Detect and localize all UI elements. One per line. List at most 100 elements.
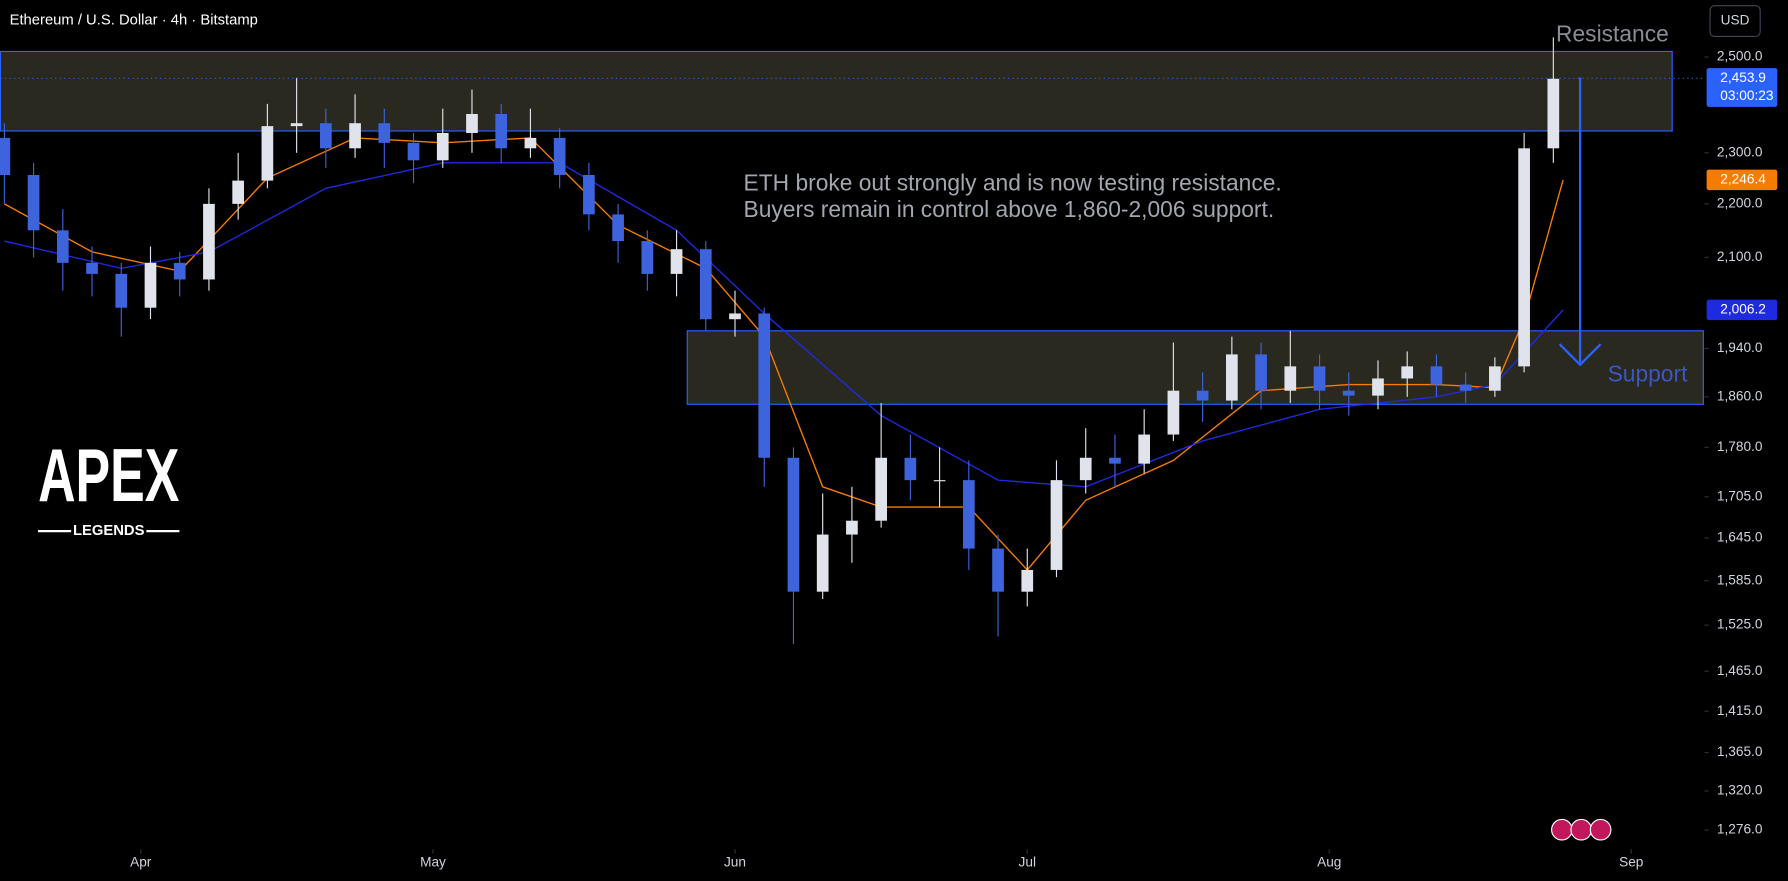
candle-body (466, 113, 478, 133)
y-tick-label: 1,415.0 (1717, 703, 1763, 718)
candle-body (524, 137, 537, 149)
y-tick-label: 2,500.0 (1717, 49, 1763, 64)
candle-body (904, 457, 917, 481)
price-label-box (1706, 68, 1778, 107)
annotation-line: Buyers remain in control above 1,860-2,0… (744, 196, 1275, 222)
candle-body (203, 203, 215, 280)
axes: 2,500.0 2,300.0 2,200.0 2,100.0 1,940.0 1,860… (0, 49, 1778, 869)
x-tick-label: Sep (1619, 854, 1644, 869)
candle-body (1401, 366, 1414, 379)
y-tick-label: 1,705.0 (1717, 488, 1763, 503)
candle-body (261, 126, 274, 181)
y-tick-label: 1,780.0 (1717, 439, 1763, 454)
candle-body (1226, 354, 1238, 401)
logo-top: APEX (38, 433, 179, 517)
candles (0, 37, 1560, 645)
candle-body (962, 480, 975, 549)
price-label: 2,453.9 (1720, 70, 1766, 85)
zone-label: Resistance (1556, 21, 1669, 47)
candle-body (729, 313, 741, 320)
candle-body (1489, 366, 1501, 391)
zones: Resistance Support (0, 21, 1704, 405)
candle-body (1021, 569, 1034, 592)
y-tick-label: 1,940.0 (1717, 340, 1763, 355)
candle-body (670, 249, 683, 274)
price-label-box (1706, 169, 1778, 191)
candle-body (1547, 78, 1560, 149)
y-tick-label: 2,300.0 (1717, 144, 1763, 159)
candle-body (173, 262, 186, 280)
candle-body (115, 273, 128, 308)
y-tick-label: 1,320.0 (1717, 783, 1763, 798)
candle-body (758, 313, 771, 458)
logo: APEX LEGENDS (38, 433, 179, 539)
candle-body (1167, 390, 1180, 435)
y-tick-label: 2,200.0 (1717, 196, 1763, 211)
price-label-box (1706, 299, 1778, 321)
candle-body (1196, 390, 1209, 401)
currency-label[interactable]: USD (1721, 13, 1750, 28)
price-countdown: 03:00:23 (1720, 88, 1773, 103)
candle-body (1284, 366, 1297, 391)
candle-body (1255, 354, 1267, 391)
candle-body (816, 534, 829, 592)
candle-body (320, 123, 332, 149)
y-tick-label: 1,525.0 (1717, 617, 1763, 632)
event-icon (1551, 818, 1573, 841)
x-tick-label: May (420, 854, 446, 869)
candle-body (0, 137, 11, 175)
price-label: 2,006.2 (1720, 301, 1766, 316)
y-tick-label: 1,585.0 (1717, 572, 1763, 587)
candle-body (1109, 457, 1121, 464)
zone-label: Support (1608, 361, 1688, 387)
y-tick-label: 1,860.0 (1717, 388, 1763, 403)
candle-body (1518, 148, 1530, 367)
y-tick-label: 2,100.0 (1717, 249, 1763, 264)
candle-body (1138, 434, 1151, 464)
candle-body (495, 113, 508, 149)
event-icons (1551, 818, 1612, 841)
candle-body (1050, 480, 1063, 570)
candle-body (699, 249, 712, 320)
zone (0, 50, 1673, 132)
candle-body (787, 457, 800, 592)
candle-body (378, 123, 391, 143)
candle-body (1079, 457, 1092, 481)
x-tick-label: Apr (130, 854, 152, 869)
candle-body (27, 174, 40, 231)
x-tick-label: Jun (724, 854, 746, 869)
candle-body (553, 137, 566, 175)
annotation-line: ETH broke out strongly and is now testin… (744, 170, 1282, 196)
logo-bottom: LEGENDS (73, 523, 145, 539)
candle-body (583, 174, 595, 215)
candle-body (641, 241, 654, 274)
arrow-head (1558, 343, 1602, 367)
price-label: 2,246.4 (1720, 172, 1766, 187)
candle-body (1459, 384, 1472, 391)
candle-body (1430, 366, 1443, 385)
event-icon (1570, 818, 1593, 841)
candle-body (875, 457, 887, 521)
y-tick-label: 1,645.0 (1717, 530, 1763, 545)
event-icon (1589, 818, 1612, 841)
candle-body (933, 480, 946, 482)
candle-body (1342, 390, 1355, 396)
candle-body (407, 142, 420, 161)
chart-title: Ethereum / U.S. Dollar · 4h · Bitstamp (10, 12, 258, 28)
candle-body (612, 214, 624, 242)
candle-body (232, 180, 245, 204)
candle-body (992, 548, 1004, 592)
candle-body (290, 123, 303, 127)
y-tick-label: 1,465.0 (1717, 663, 1763, 678)
candle-body (1313, 366, 1326, 391)
x-tick-label: Aug (1317, 854, 1341, 869)
candle-body (56, 230, 69, 263)
currency-button[interactable] (1709, 5, 1761, 38)
y-tick-label: 1,365.0 (1717, 744, 1763, 759)
arrow (1558, 77, 1602, 367)
candle-body (1372, 378, 1384, 396)
x-tick-label: Jul (1019, 854, 1036, 869)
